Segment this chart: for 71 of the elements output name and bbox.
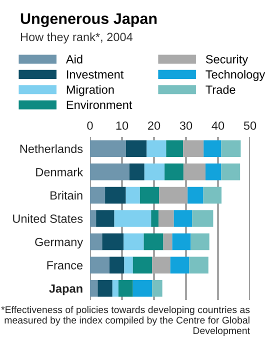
bar	[90, 256, 110, 274]
bar	[221, 164, 240, 180]
legend-label: Trade	[206, 85, 236, 94]
bar	[164, 164, 184, 180]
x-tick-label: 40	[212, 121, 224, 130]
text: *Effectiveness of policies towards developing countries as measured by the index compiled by the Centre for Global Development	[1, 306, 250, 336]
y-tick-label: Netherlands	[20, 144, 83, 154]
legend-label: Aid	[66, 54, 82, 64]
y-tick-label: Japan	[49, 284, 82, 296]
bar	[166, 140, 184, 158]
x-tick-label: 50	[244, 121, 256, 130]
bar	[90, 280, 98, 297]
bar	[126, 186, 140, 204]
bar	[188, 186, 204, 204]
bar	[203, 186, 222, 204]
bar	[151, 210, 158, 227]
chart-subtitle: How they rank*, 2004	[20, 32, 133, 44]
bar	[144, 233, 164, 250]
legend-label: Technology	[206, 70, 266, 81]
bar	[204, 140, 222, 158]
bar	[140, 186, 160, 204]
bar	[110, 256, 124, 274]
bar	[192, 210, 214, 227]
bar	[126, 140, 147, 158]
bar	[132, 280, 152, 297]
bar	[152, 280, 162, 297]
bar	[90, 140, 126, 158]
bar	[172, 233, 191, 250]
bar	[98, 280, 112, 297]
bar	[159, 186, 188, 204]
bar	[90, 210, 96, 227]
x-tick-label: 10	[116, 121, 128, 130]
bar	[124, 256, 133, 274]
bar	[183, 164, 206, 180]
bar	[118, 280, 133, 297]
bar	[206, 164, 222, 180]
y-tick-label: Denmark	[36, 168, 84, 176]
bar	[90, 164, 130, 180]
bar	[105, 186, 126, 204]
y-tick-label: Germany	[35, 238, 84, 249]
bar	[163, 233, 172, 250]
chart-title: Ungenerous Japan	[20, 13, 157, 28]
bar	[174, 210, 192, 227]
bar	[90, 186, 106, 204]
legend-label: Environment	[66, 100, 132, 110]
y-tick-label: France	[47, 261, 83, 270]
y-tick-label: Britain	[50, 190, 82, 200]
bar	[144, 164, 165, 180]
y-tick-label: United States	[13, 214, 83, 223]
bar	[146, 140, 166, 158]
bar	[190, 233, 210, 250]
bar	[152, 256, 170, 274]
bar	[102, 233, 124, 250]
bar	[158, 210, 174, 227]
x-tick-label: 0	[87, 121, 93, 130]
bar	[129, 164, 144, 180]
bar	[221, 140, 241, 158]
x-tick-label: 20	[148, 121, 160, 130]
bar	[132, 256, 152, 274]
bar	[124, 233, 144, 250]
legend-label: Migration	[66, 85, 114, 96]
legend-label: Investment	[67, 70, 124, 79]
bar	[170, 256, 190, 274]
bar	[189, 256, 208, 274]
bar	[90, 233, 102, 250]
bar	[112, 280, 118, 297]
bar	[96, 210, 114, 227]
legend-label: Security	[206, 54, 248, 66]
bar	[183, 140, 204, 158]
bar	[114, 210, 152, 227]
x-tick-label: 30	[180, 121, 192, 130]
